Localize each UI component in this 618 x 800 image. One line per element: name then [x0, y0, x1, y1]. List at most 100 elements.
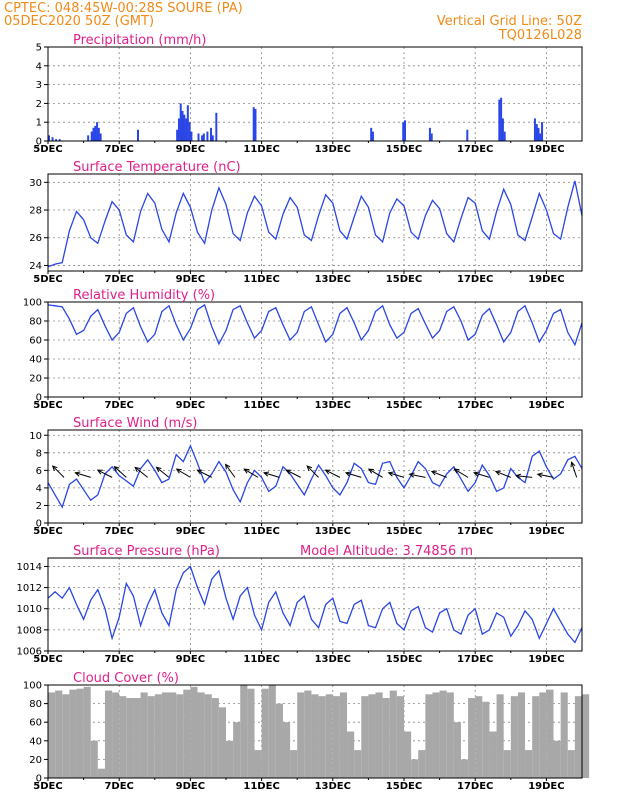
precip-bar [404, 120, 406, 141]
cloud-bar [468, 698, 476, 778]
precip-bar [211, 135, 214, 141]
station-title: CPTEC: 048:45W-00:28S SOURE (PA) [4, 1, 243, 16]
cloud-bar [247, 688, 255, 778]
panel-title: Surface Temperature (nC) [73, 160, 241, 175]
x-tick-label: 15DEC [386, 274, 422, 285]
x-tick-label: 13DEC [315, 654, 351, 665]
wind-vector [454, 468, 469, 478]
x-tick-label: 13DEC [315, 400, 351, 411]
precip-bar [87, 135, 90, 141]
precip-bar [402, 122, 405, 141]
panel-3: 0 20 40 60 80 100 5DEC 7DEC 9DEC 11DEC 13DEC 15DEC 1… [23, 288, 583, 411]
wind-vector [75, 472, 91, 478]
wind-vector [263, 472, 280, 478]
wind-arrowhead [134, 466, 141, 473]
x-tick-label: 11DEC [243, 526, 279, 537]
cloud-bar [183, 689, 191, 778]
precip-bar [177, 118, 180, 141]
cloud-bar [567, 750, 575, 778]
cloud-bar [169, 692, 177, 778]
x-tick-label: 19DEC [528, 400, 564, 411]
cloud-bar [582, 694, 590, 778]
cloud-bar [240, 685, 248, 778]
cloud-bar [104, 690, 113, 778]
x-tick-label: 9DEC [176, 274, 205, 285]
cloud-bar [233, 722, 241, 778]
x-tick-label: 7DEC [104, 654, 133, 665]
wind-vector [286, 469, 301, 478]
cloud-bar [133, 698, 141, 778]
x-tick-label: 9DEC [176, 144, 205, 155]
cloud-bar [368, 694, 376, 778]
cloud-bar [510, 696, 518, 778]
precip-bar [501, 118, 504, 141]
cloud-bar [532, 696, 540, 778]
wind-vector [571, 462, 578, 478]
y-tick-label: 8 [36, 448, 42, 459]
panels: 0 1 2 3 4 5 5DEC 7DEC 9DEC 11DEC 13DEC 15DEC 17DEC 19… [17, 33, 590, 792]
precip-bar [90, 131, 93, 141]
precip-bar [188, 122, 191, 141]
cloud-bar [482, 701, 490, 778]
wind-vector [225, 464, 236, 478]
wind-arrowhead [224, 463, 231, 470]
precip-bar [58, 139, 61, 141]
cloud-bar [496, 694, 504, 778]
wind-vector [134, 466, 148, 478]
wind-arrowhead [306, 465, 313, 471]
x-tick-label: 19DEC [528, 526, 564, 537]
x-tick-label: 9DEC [176, 400, 205, 411]
cloud-bar [55, 690, 63, 778]
wind-vector [306, 465, 319, 478]
y-tick-label: 24 [29, 261, 42, 272]
wind-vector [368, 468, 383, 478]
precip-bar [535, 124, 538, 141]
precip-bar [201, 135, 204, 141]
wind-arrowhead [155, 466, 162, 473]
x-tick-label: 5DEC [33, 781, 62, 792]
cloud-bar [318, 696, 326, 778]
cloud-bar [211, 698, 219, 778]
panel-6: 0 20 40 60 80 100 5DEC 7DEC 9DEC 11DEC 13DEC 15DEC 1… [23, 671, 590, 792]
wind-vector [325, 469, 341, 478]
y-tick-label: 6 [36, 466, 42, 477]
y-tick-label: 100 [23, 681, 42, 692]
wind-vector [473, 472, 490, 478]
wind-arrowhead [243, 468, 250, 474]
cloud-bar [517, 692, 526, 778]
y-tick-label: 40 [29, 355, 42, 366]
x-tick-label: 5DEC [33, 400, 62, 411]
wind-vector [388, 472, 405, 478]
cloud-bar [140, 692, 148, 778]
cloud-bar [539, 692, 547, 778]
precip-bar [181, 110, 184, 141]
panel-title: Relative Humidity (%) [73, 288, 215, 303]
x-tick-label: 19DEC [528, 144, 564, 155]
cloud-bar [176, 694, 184, 778]
x-tick-label: 11DEC [243, 274, 279, 285]
precip-bar [137, 129, 139, 141]
x-tick-label: 9DEC [176, 654, 205, 665]
panel-frame [47, 429, 583, 524]
y-tick-label: 1014 [17, 562, 42, 573]
cloud-bar [389, 690, 397, 778]
cloud-bar [226, 740, 234, 778]
x-tick-label: 17DEC [457, 144, 493, 155]
cloud-bar [204, 694, 212, 778]
precip-bar [92, 127, 95, 141]
panel-1: 0 1 2 3 4 5 5DEC 7DEC 9DEC 11DEC 13DEC 15DEC 17DEC 19… [33, 33, 583, 155]
cloud-bar [290, 750, 298, 778]
cloud-bar [161, 692, 170, 778]
precip-bar [209, 127, 212, 141]
cloud-bar [404, 731, 412, 778]
cloud-bar [503, 750, 511, 778]
x-tick-label: 5DEC [33, 654, 62, 665]
cloud-bar [453, 722, 461, 778]
wind-arrowhead [536, 472, 543, 478]
wind-arrowhead [196, 469, 203, 475]
cloud-bar [76, 688, 84, 778]
x-tick-label: 15DEC [386, 400, 422, 411]
precip-bar [215, 112, 218, 141]
precip-bar [252, 107, 255, 141]
x-tick-label: 5DEC [33, 526, 62, 537]
